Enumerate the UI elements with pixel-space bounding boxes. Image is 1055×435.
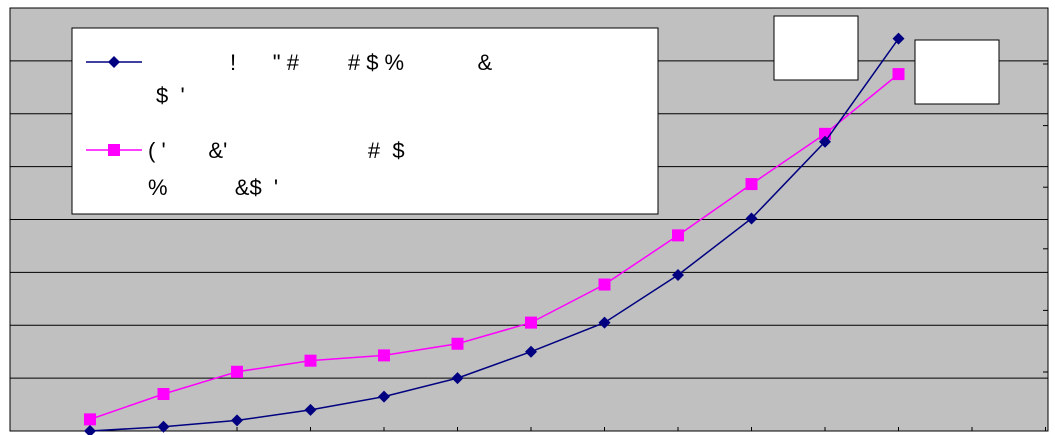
data-point-diamond [672,269,684,282]
data-point-square [745,178,758,191]
legend-label-series-1-cont: $ ' [156,83,185,108]
data-point-diamond [745,212,758,225]
series-layer [84,32,905,435]
data-point-diamond [598,316,611,329]
data-point-square [157,387,170,400]
data-point-square [378,349,390,362]
legend-label-series-2: ( ' &' # $ [148,138,405,163]
data-point-square [525,316,537,329]
data-point-diamond [525,345,537,358]
data-point-square [598,278,611,291]
data-point-diamond [157,420,170,433]
data-point-diamond [892,32,905,45]
data-point-diamond [819,135,831,148]
series-line-2 [89,73,899,421]
data-point-square [84,413,96,426]
legend-label-series-1: ! " # # $ % & [230,50,492,75]
data-point-square [892,68,905,81]
legend-box [71,27,659,215]
series-line-1 [89,38,900,432]
annotation-box [914,39,1000,105]
data-point-square [672,229,684,242]
data-point-diamond [84,425,96,435]
legend-swatch-diamond [108,56,120,68]
data-point-diamond [231,414,243,427]
data-point-square [451,337,464,350]
data-point-square [304,354,317,367]
legend: ! " # # $ % & $ ' ( ' &' # $ % &$ ' [71,27,659,215]
legend-swatch-square [108,144,120,156]
data-point-square [231,365,243,378]
data-point-diamond [451,372,464,385]
data-point-diamond [304,403,317,416]
annotation-box [773,15,859,81]
legend-label-series-2-cont: % &$ ' [148,175,278,200]
data-point-diamond [378,390,390,403]
right-axis-ticks [1043,63,1048,373]
